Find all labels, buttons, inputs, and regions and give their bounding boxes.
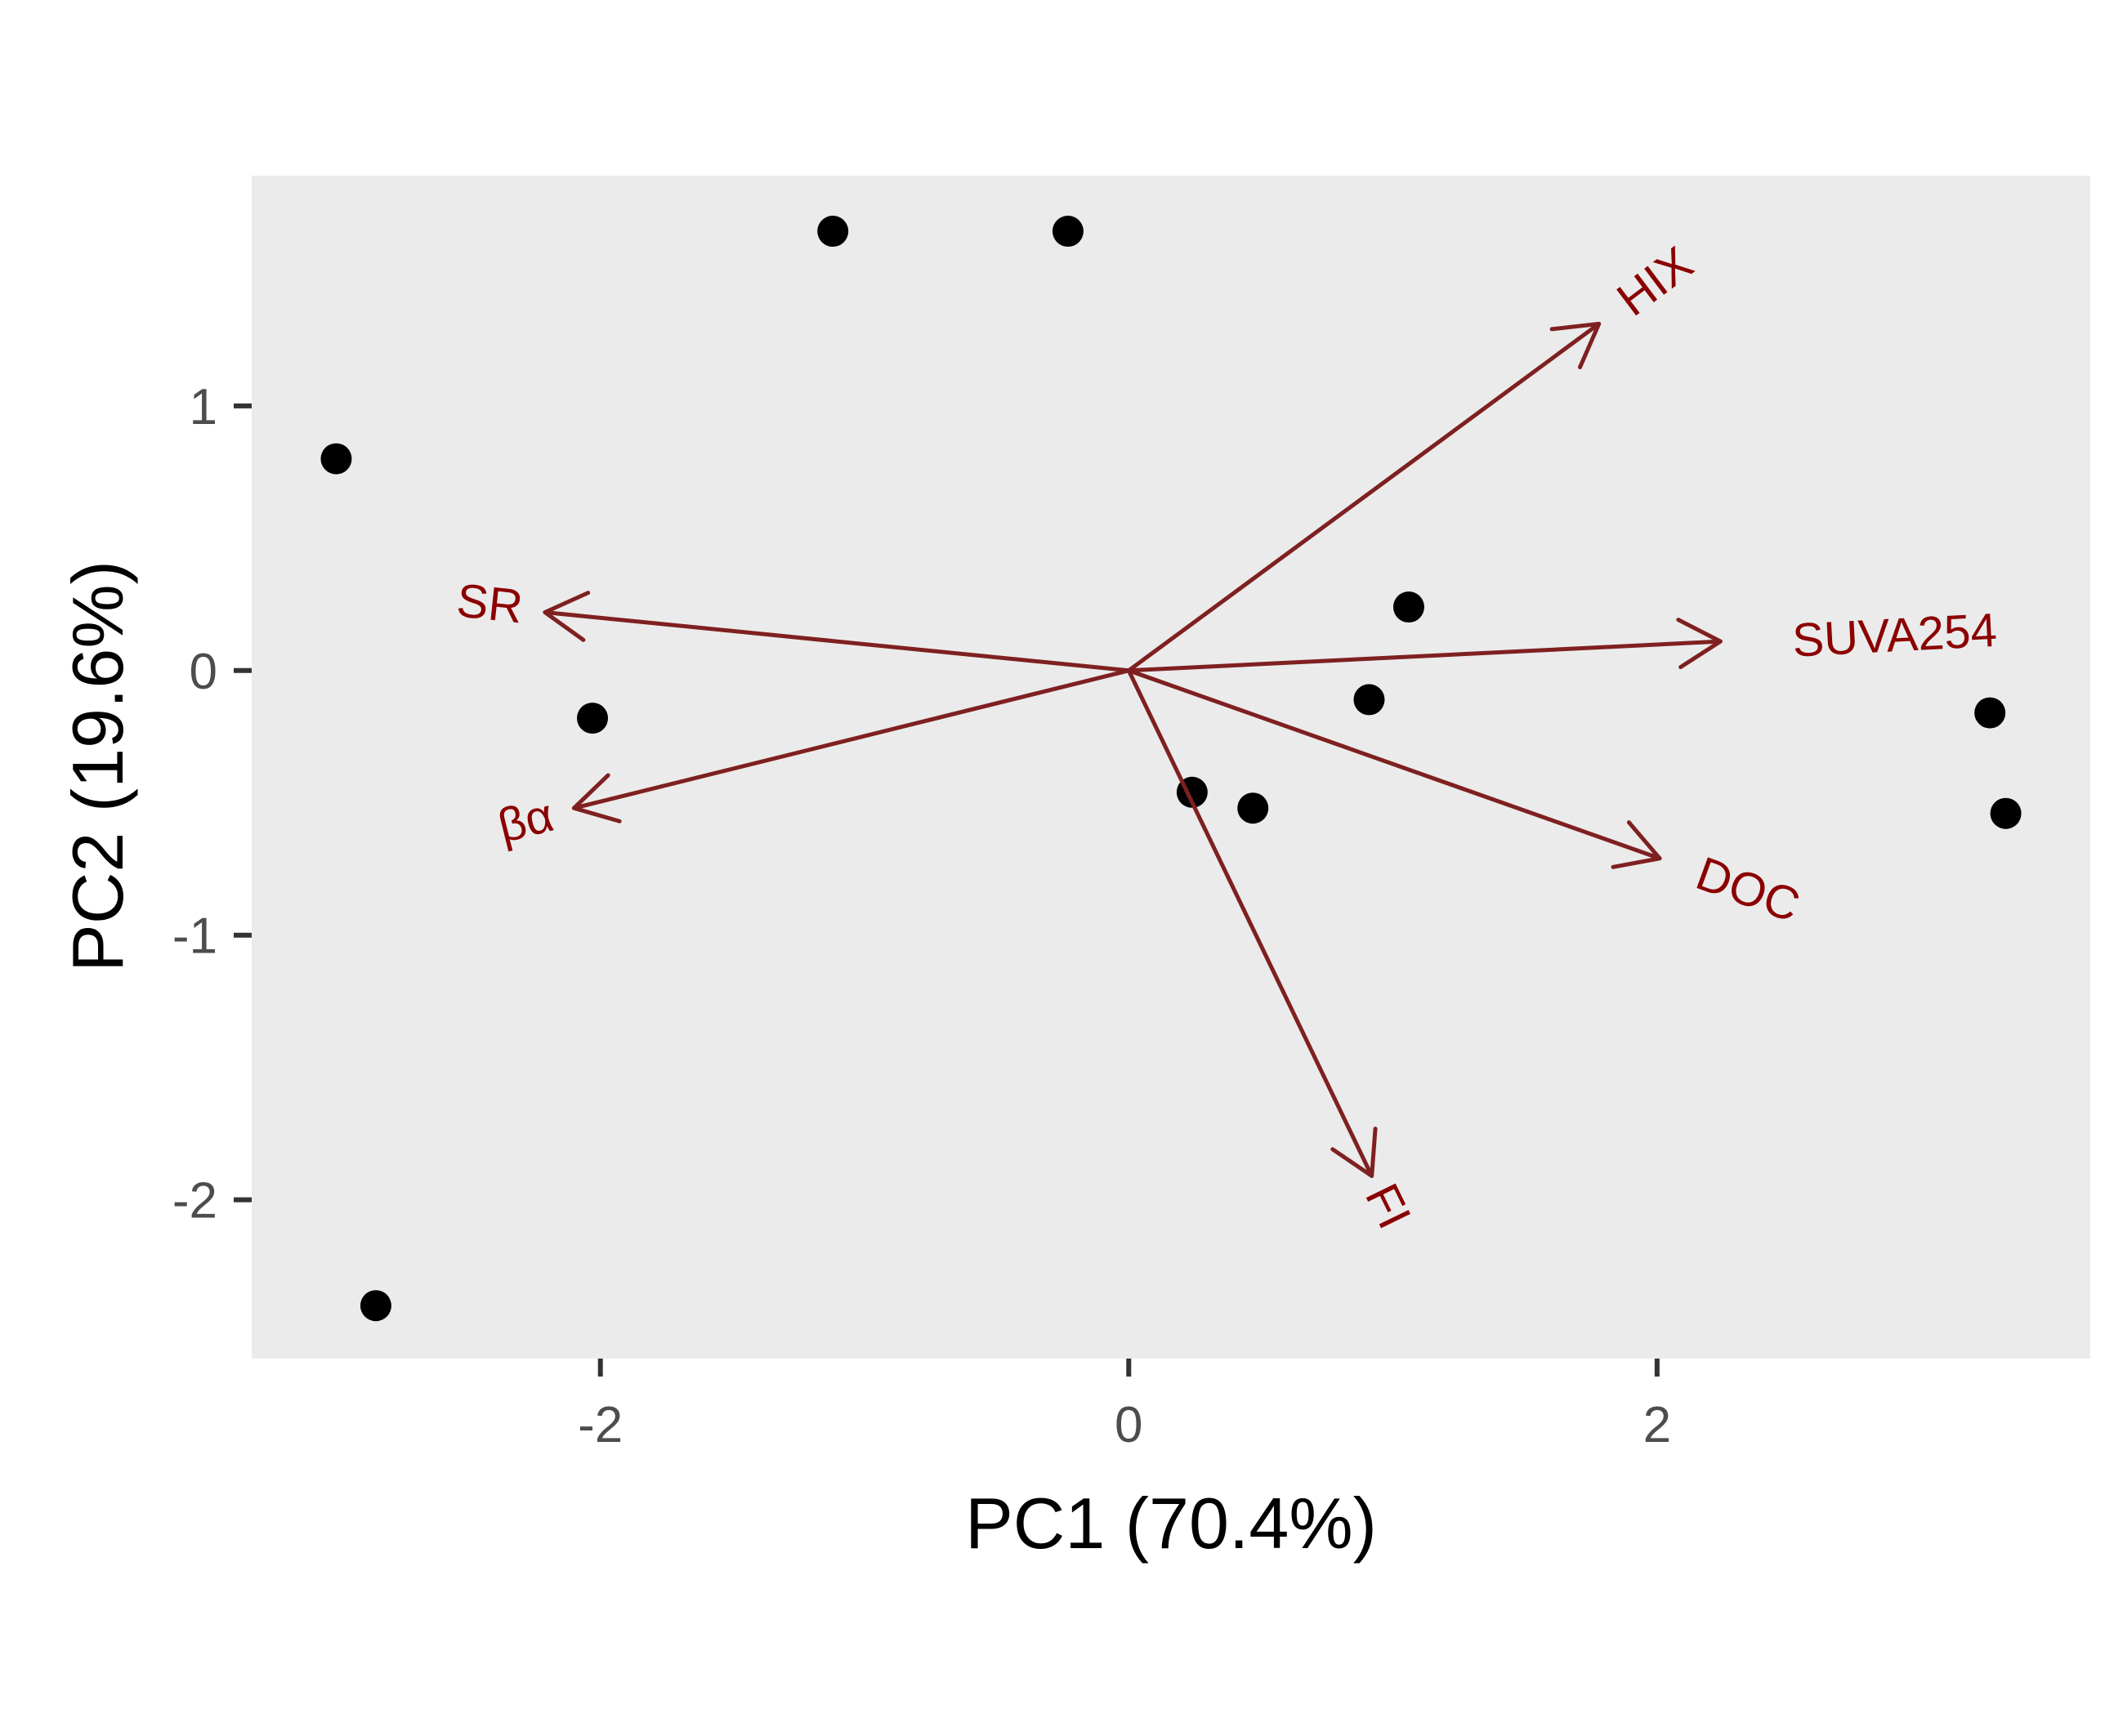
score-point — [577, 703, 609, 734]
loading-arrow-shaft — [1127, 322, 1601, 672]
loading-arrow-head — [1330, 1127, 1378, 1178]
loading-label: βα — [493, 788, 559, 853]
loading-arrow-head — [1676, 618, 1723, 670]
loading-arrow-head — [543, 591, 591, 642]
loading-arrow-shaft — [1128, 668, 1660, 861]
loading-arrow: βα — [493, 668, 1129, 853]
loading-arrow: SUVA254 — [1129, 604, 1998, 673]
score-points — [320, 216, 2022, 1322]
x-axis-title: PC1 (70.4%) — [965, 1483, 1377, 1564]
x-tick-label: 0 — [1115, 1397, 1142, 1453]
score-point — [1392, 591, 1424, 623]
y-tick-label: -1 — [172, 908, 217, 965]
loading-arrow: SR — [454, 573, 1129, 673]
x-axis-ticks: -2 0 2 — [578, 1359, 1671, 1453]
loading-arrow-head — [1611, 820, 1662, 869]
loading-arrow-shaft — [1127, 669, 1374, 1177]
score-point — [1237, 792, 1269, 824]
score-point — [1974, 697, 2006, 729]
loading-arrow-shaft — [544, 610, 1129, 673]
y-axis-title: PC2 (19.6%) — [57, 560, 138, 972]
score-point — [1052, 216, 1084, 248]
loading-label: SUVA254 — [1791, 604, 1998, 667]
y-tick-label: 1 — [190, 379, 217, 435]
loading-arrow-head — [1549, 321, 1602, 370]
score-point — [320, 443, 352, 475]
score-point — [360, 1290, 391, 1322]
loading-arrow-shaft — [573, 668, 1129, 810]
score-point — [817, 216, 849, 248]
score-point — [1353, 684, 1385, 716]
y-axis-ticks: -2 -1 0 1 — [172, 379, 252, 1229]
y-tick-label: -2 — [172, 1173, 217, 1229]
score-point — [1990, 797, 2022, 829]
loading-arrow-head — [571, 773, 622, 823]
y-tick-label: 0 — [190, 644, 217, 700]
x-tick-label: 2 — [1643, 1397, 1671, 1453]
loading-arrow-shaft — [1129, 639, 1721, 673]
panel-background — [252, 176, 2090, 1359]
x-tick-label: -2 — [578, 1397, 623, 1453]
loading-label: SR — [454, 573, 525, 633]
